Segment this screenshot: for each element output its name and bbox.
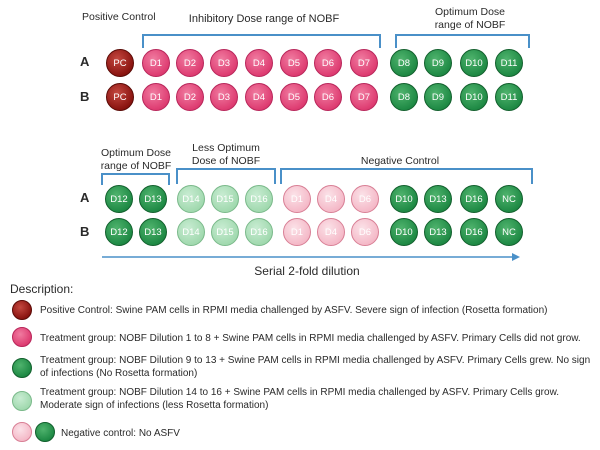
well: D6 — [314, 83, 342, 111]
well: D10 — [460, 83, 488, 111]
bottom-optimum-dose-label-line1: Optimum Dose — [100, 147, 172, 159]
legend-optimum-icon — [12, 358, 32, 378]
well: D10 — [390, 218, 418, 246]
well: D6 — [351, 185, 379, 213]
legend-inhibitory-text: Treatment group: NOBF Dilution 1 to 8 + … — [40, 333, 581, 344]
well: NC — [495, 218, 523, 246]
well: D1 — [142, 49, 170, 77]
well: D12 — [105, 218, 133, 246]
well: D13 — [424, 185, 452, 213]
legend-negative-pink-icon — [12, 422, 32, 442]
legend-less-optimum-icon — [12, 391, 32, 411]
legend-negative-control-text: Negative control: No ASFV — [61, 428, 180, 439]
serial-dilution-arrow — [102, 253, 520, 261]
well: PC — [106, 83, 134, 111]
legend-negative-green-icon — [35, 422, 55, 442]
well: D4 — [317, 218, 345, 246]
well: D15 — [211, 218, 239, 246]
well: D9 — [424, 49, 452, 77]
well: D13 — [424, 218, 452, 246]
well: D3 — [210, 83, 238, 111]
inhibitory-dose-label: Inhibitory Dose range of NOBF — [188, 13, 340, 25]
well: D14 — [177, 185, 205, 213]
well: D4 — [245, 49, 273, 77]
negative-control-label: Negative Control — [360, 155, 440, 167]
bottom-optimum-dose-label-line2: range of NOBF — [100, 160, 172, 172]
description-heading: Description: — [10, 282, 74, 296]
well: D7 — [350, 49, 378, 77]
top-optimum-dose-label-line1: Optimum Dose — [434, 6, 506, 18]
well: D13 — [139, 185, 167, 213]
well: D2 — [176, 83, 204, 111]
well: D11 — [495, 49, 523, 77]
well: D14 — [177, 218, 205, 246]
well: D1 — [283, 185, 311, 213]
well: D16 — [245, 218, 273, 246]
well: D7 — [350, 83, 378, 111]
well: D8 — [390, 49, 418, 77]
bottom-row-a-label: A — [80, 190, 90, 205]
well: D2 — [176, 49, 204, 77]
less-optimum-dose-label-line1: Less Optimum — [192, 142, 260, 154]
well: NC — [495, 185, 523, 213]
positive-control-label: Positive Control — [82, 11, 156, 23]
well: D5 — [280, 49, 308, 77]
top-row-a-label: A — [80, 54, 90, 69]
serial-dilution-label: Serial 2-fold dilution — [254, 264, 360, 278]
well: D4 — [245, 83, 273, 111]
legend-positive-control-icon — [12, 300, 32, 320]
well: D1 — [142, 83, 170, 111]
legend-inhibitory-icon — [12, 327, 32, 347]
legend-optimum-text: Treatment group: NOBF Dilution 9 to 13 +… — [40, 355, 591, 379]
well: D10 — [460, 49, 488, 77]
well: D12 — [105, 185, 133, 213]
well: D6 — [351, 218, 379, 246]
well: D10 — [390, 185, 418, 213]
well: D15 — [211, 185, 239, 213]
well: D9 — [424, 83, 452, 111]
well: D13 — [139, 218, 167, 246]
well: D4 — [317, 185, 345, 213]
legend-positive-control-text: Positive Control: Swine PAM cells in RPM… — [40, 305, 548, 316]
well: D8 — [390, 83, 418, 111]
bottom-row-b-label: B — [80, 224, 90, 239]
well: D16 — [245, 185, 273, 213]
less-optimum-dose-label-line2: Dose of NOBF — [191, 155, 261, 167]
well: D3 — [210, 49, 238, 77]
well: D1 — [283, 218, 311, 246]
well: PC — [106, 49, 134, 77]
top-row-b-label: B — [80, 89, 90, 104]
well: D16 — [460, 218, 488, 246]
legend-less-optimum-text: Treatment group: NOBF Dilution 14 to 16 … — [40, 387, 560, 411]
well: D5 — [280, 83, 308, 111]
top-optimum-dose-label-line2: range of NOBF — [434, 19, 506, 31]
well: D6 — [314, 49, 342, 77]
well: D11 — [495, 83, 523, 111]
well: D16 — [460, 185, 488, 213]
